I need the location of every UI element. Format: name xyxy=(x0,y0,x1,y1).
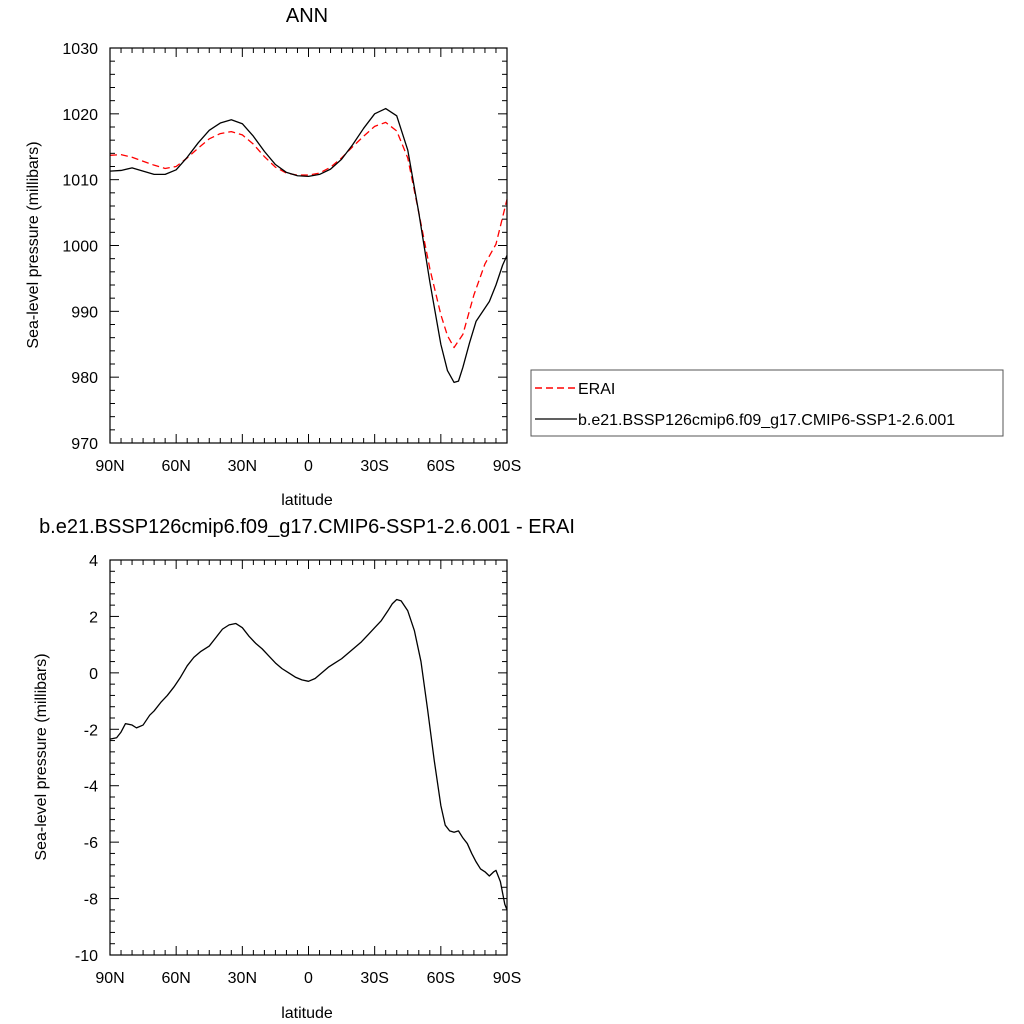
top-series-line-2 xyxy=(109,107,508,384)
legend-erai-label: ERAI xyxy=(578,381,615,398)
bottom-y-tick-label: -10 xyxy=(75,948,98,965)
bottom-y-tick-label: 2 xyxy=(89,609,98,626)
top-y-tick-label: 1010 xyxy=(62,173,98,190)
top-x-tick-label: 60N xyxy=(161,458,190,475)
top-plot-frame xyxy=(109,47,508,444)
bottom-data-lines xyxy=(109,598,508,911)
bottom-x-tick-label: 60N xyxy=(161,970,190,987)
top-x-tick-label: 90N xyxy=(95,458,124,475)
top-x-tick-label: 30S xyxy=(360,458,388,475)
top-axis-ticks: 90N 60N 30N 0 30S 60S 90S 970 980 990 1000 1010 1020… xyxy=(62,41,521,475)
top-x-tick-label: 0 xyxy=(304,458,313,475)
top-chart-title: ANN xyxy=(286,5,328,27)
top-x-tick-label: 30N xyxy=(228,458,257,475)
bottom-x-tick-label: 0 xyxy=(304,970,313,987)
legend-box xyxy=(530,369,1004,437)
bottom-x-tick-label: 60S xyxy=(427,970,455,987)
bottom-y-tick-label: 0 xyxy=(89,666,98,683)
bottom-y-tick-label: -4 xyxy=(84,779,98,796)
bottom-plot-frame xyxy=(109,559,508,956)
top-y-tick-label: 970 xyxy=(71,436,98,453)
bottom-y-tick-label: 4 xyxy=(89,553,98,570)
top-data-lines xyxy=(109,107,508,384)
bottom-panel: b.e21.BSSP126cmip6.f09_g17.CMIP6-SSP1-2.… xyxy=(33,516,575,1022)
top-panel: ANN Sea-level pressure (millibars) latit… xyxy=(25,5,521,509)
bottom-series-line-1 xyxy=(109,598,508,911)
bottom-x-tick-label: 90S xyxy=(493,970,521,987)
top-y-tick-label: 1020 xyxy=(62,107,98,124)
top-x-axis-label: latitude xyxy=(281,492,333,509)
top-y-tick-label: 990 xyxy=(71,304,98,321)
bottom-x-tick-label: 30S xyxy=(360,970,388,987)
bottom-y-tick-label: -2 xyxy=(84,722,98,739)
bottom-y-tick-label: -8 xyxy=(84,892,98,909)
legend: ERAI b.e21.BSSP126cmip6.f09_g17.CMIP6-SS… xyxy=(530,369,1004,437)
bottom-axis-ticks: 90N 60N 30N 0 30S 60S 90S -10 -8 -6 -4 -2 0 2 4 xyxy=(75,553,521,987)
bottom-chart-title: b.e21.BSSP126cmip6.f09_g17.CMIP6-SSP1-2.… xyxy=(39,516,575,538)
bottom-y-tick-label: -6 xyxy=(84,835,98,852)
bottom-x-tick-label: 30N xyxy=(228,970,257,987)
bottom-x-axis-label: latitude xyxy=(281,1005,333,1022)
top-y-tick-label: 1030 xyxy=(62,41,98,58)
top-x-tick-label: 60S xyxy=(427,458,455,475)
legend-model-label: b.e21.BSSP126cmip6.f09_g17.CMIP6-SSP1-2.… xyxy=(578,412,955,429)
bottom-y-axis-label: Sea-level pressure (millibars) xyxy=(33,653,50,860)
top-series-line-1 xyxy=(109,121,508,349)
top-x-tick-label: 90S xyxy=(493,458,521,475)
top-y-tick-label: 1000 xyxy=(62,239,98,256)
top-y-axis-label: Sea-level pressure (millibars) xyxy=(25,141,42,348)
top-y-tick-label: 980 xyxy=(71,370,98,387)
bottom-x-tick-label: 90N xyxy=(95,970,124,987)
